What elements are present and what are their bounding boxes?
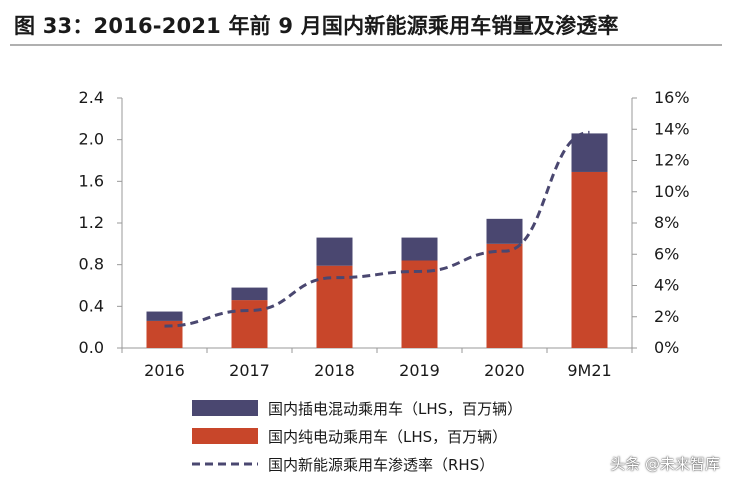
axes: 0.0 0.4 0.8 1.2 1.6 2.0 2.4 0% 2% 4% 6% 8% 10% 12% 14%… — [79, 88, 690, 380]
bar-phev — [571, 133, 608, 172]
watermark: 头条 @未来智库 — [610, 455, 720, 473]
legend-swatch-bev — [192, 428, 258, 444]
bar-bev — [571, 171, 608, 348]
left-tick-label: 1.6 — [79, 171, 104, 190]
right-tick-label: 12% — [654, 151, 690, 170]
legend-label-bev: 国内纯电动乘用车（LHS，百万辆） — [268, 428, 507, 446]
right-tick-label: 10% — [654, 182, 690, 201]
x-tick-label: 2018 — [314, 361, 355, 380]
penetration-line — [164, 130, 590, 328]
bar-phev — [231, 287, 268, 301]
left-tick-label: 1.2 — [79, 213, 104, 232]
x-tick-label: 2020 — [484, 361, 525, 380]
figure-title: 图 33：2016-2021 年前 9 月国内新能源乘用车销量及渗透率 — [14, 14, 619, 38]
right-tick-label: 4% — [654, 276, 679, 295]
right-tick-label: 2% — [654, 307, 679, 326]
legend-label-phev: 国内插电混动乘用车（LHS，百万辆） — [268, 400, 522, 418]
left-tick-label: 2.0 — [79, 130, 104, 149]
bar-bev — [401, 260, 438, 348]
left-tick-label: 2.4 — [79, 88, 104, 107]
left-tick-label: 0.8 — [79, 255, 104, 274]
bar-phev — [316, 237, 353, 266]
bar-bev — [486, 243, 523, 348]
title-divider — [10, 44, 722, 46]
bar-phev — [401, 237, 438, 261]
x-tick-label: 2019 — [399, 361, 440, 380]
x-tick-label: 2017 — [229, 361, 270, 380]
x-tick-label: 2016 — [144, 361, 185, 380]
x-tick-label: 9M21 — [567, 361, 611, 380]
right-tick-label: 0% — [654, 338, 679, 357]
right-tick-label: 14% — [654, 119, 690, 138]
bar-phev — [486, 218, 523, 244]
right-tick-label: 6% — [654, 244, 679, 263]
left-tick-label: 0.0 — [79, 338, 104, 357]
bars — [146, 133, 608, 348]
legend: 国内插电混动乘用车（LHS，百万辆） 国内纯电动乘用车（LHS，百万辆） 国内新能源… — [192, 400, 522, 474]
penetration-line-path — [164, 130, 590, 328]
bar-bev — [231, 300, 268, 348]
left-tick-label: 0.4 — [79, 296, 104, 315]
legend-label-line: 国内新能源乘用车渗透率（RHS） — [268, 456, 494, 474]
legend-swatch-phev — [192, 400, 258, 416]
bar-bev — [316, 265, 353, 348]
right-tick-label: 8% — [654, 213, 679, 232]
right-tick-label: 16% — [654, 88, 690, 107]
bar-phev — [146, 311, 183, 321]
